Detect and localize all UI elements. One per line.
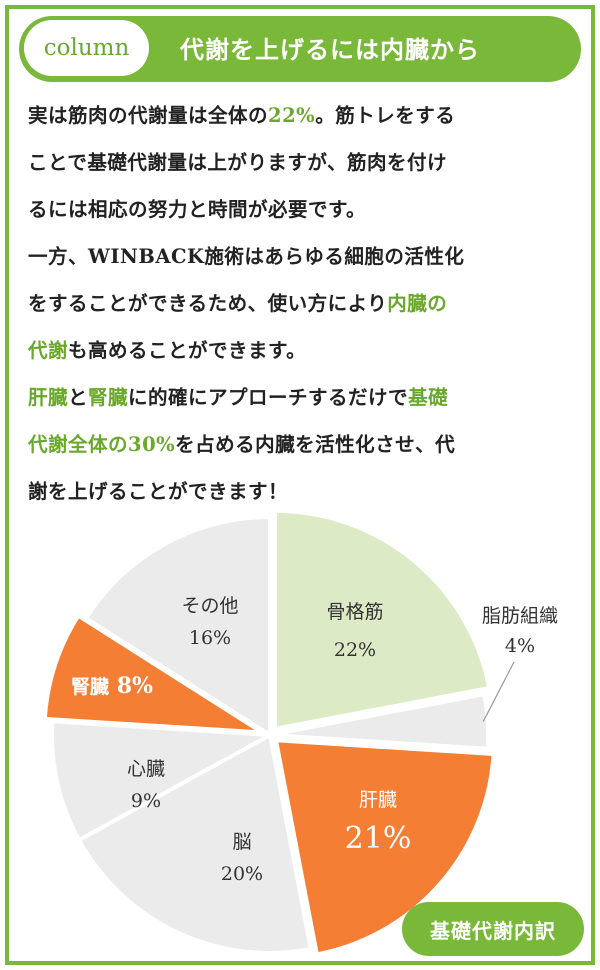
- slice-label: その他: [181, 595, 238, 617]
- body-line: 実は筋肉の代謝量は全体の22%。筋トレをする: [28, 92, 576, 139]
- column-title: 代謝を上げるには内臓から: [180, 35, 480, 64]
- slice-value: 4%: [505, 635, 535, 657]
- highlight-text: 代謝: [28, 339, 69, 362]
- body-text-run: 。筋トレをする: [315, 104, 456, 127]
- body-text-run: に的確にアプローチするだけで: [128, 386, 409, 409]
- body-text-run: と: [68, 386, 89, 409]
- slice-value: 21%: [345, 821, 412, 856]
- slice-label: 心臓: [127, 758, 165, 780]
- body-line: 肝臓と腎臓に的確にアプローチするだけで基礎: [28, 374, 576, 421]
- highlight-text: 22%: [268, 104, 316, 127]
- body-line: 代謝全体の30%を占める内臓を活性化させ、代: [28, 421, 576, 468]
- slice-label: 骨格筋: [326, 601, 383, 623]
- pie-slice: [50, 719, 277, 843]
- pie-slice: [269, 691, 490, 751]
- body-line: 代謝も高めることができます。: [28, 327, 576, 374]
- slice-value: 20%: [221, 863, 263, 885]
- pie-slice: [42, 612, 264, 735]
- slice-label: 脂肪組織: [482, 605, 558, 627]
- body-text-run: 謝を上げることができます！: [28, 480, 289, 503]
- column-tag: column: [24, 20, 149, 76]
- slice-label-group: 腎臓 8%: [71, 673, 153, 699]
- slice-label: 脳: [232, 831, 251, 853]
- body-text-run: をすることができるため、使い方により: [28, 292, 388, 315]
- body-line: をすることができるため、使い方により内臓の: [28, 280, 576, 327]
- body-text-run: を占める内臓を活性化させ、代: [175, 433, 456, 456]
- pie-slice: [273, 508, 492, 732]
- slice-value: 8%: [109, 673, 153, 699]
- body-text-run: るには相応の努力と時間が必要です。: [28, 198, 367, 221]
- highlight-text: 内臓の: [387, 292, 448, 315]
- pie-slice: [83, 514, 272, 739]
- body-line: 謝を上げることができます！: [28, 468, 576, 515]
- body-text-run: も高めることができます。: [68, 339, 307, 362]
- chart-title-badge: 基礎代謝内訳: [402, 902, 584, 956]
- highlight-text: 代謝全体の30%: [28, 433, 176, 456]
- body-line: るには相応の努力と時間が必要です。: [28, 186, 576, 233]
- callout-line: [482, 661, 515, 722]
- slice-value: 9%: [131, 790, 161, 812]
- body-line: 一方、WINBACK施術はあらゆる細胞の活性化: [28, 233, 576, 280]
- body-text-run: 一方、WINBACK施術はあらゆる細胞の活性化: [28, 245, 465, 268]
- highlight-text: 基礎: [408, 386, 449, 409]
- pie-slice: [273, 738, 496, 957]
- body-text-run: 実は筋肉の代謝量は全体の: [28, 104, 269, 127]
- slice-label: 肝臓: [359, 789, 397, 811]
- highlight-text: 肝臓: [28, 386, 69, 409]
- pie-slice: [76, 731, 314, 955]
- body-line: ことで基礎代謝量は上がりますが、筋肉を付け: [28, 139, 576, 186]
- highlight-text: 腎臓: [88, 386, 129, 409]
- slice-value: 22%: [334, 639, 376, 661]
- body-text-run: ことで基礎代謝量は上がりますが、筋肉を付け: [28, 151, 448, 174]
- slice-label: 腎臓: [71, 676, 109, 698]
- body-text: 実は筋肉の代謝量は全体の22%。筋トレをすることで基礎代謝量は上がりますが、筋肉…: [28, 92, 576, 515]
- slice-value: 16%: [189, 627, 231, 649]
